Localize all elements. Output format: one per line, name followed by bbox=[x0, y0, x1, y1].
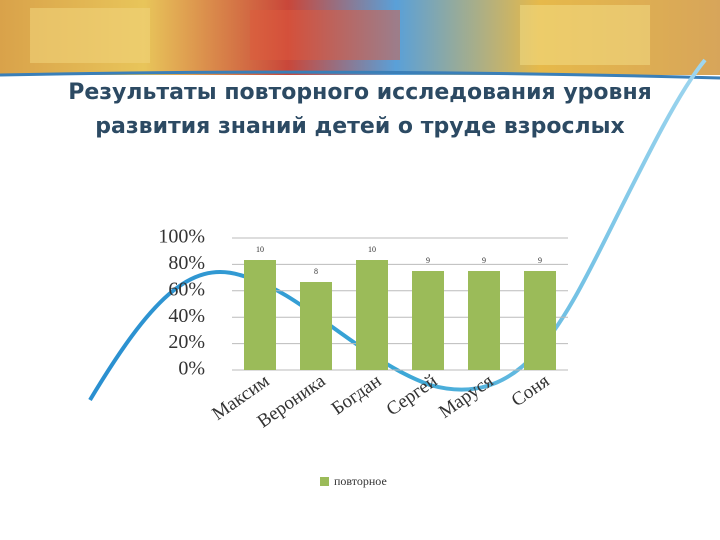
y-tick-label: 40% bbox=[168, 305, 205, 327]
data-label: 9 bbox=[482, 256, 486, 265]
header-photo-detail bbox=[30, 8, 150, 63]
y-tick-label: 80% bbox=[168, 252, 205, 274]
y-tick-label: 20% bbox=[168, 331, 205, 353]
x-tick-label: Соня bbox=[508, 370, 554, 411]
legend-swatch bbox=[320, 477, 329, 486]
chart-title: Результаты повторного исследования уровн… bbox=[68, 80, 652, 139]
data-label: 10 bbox=[368, 245, 376, 254]
y-tick-label: 0% bbox=[178, 358, 205, 380]
bar bbox=[524, 271, 556, 370]
data-label: 8 bbox=[314, 267, 318, 276]
legend-label: повторное bbox=[334, 474, 387, 488]
data-label: 9 bbox=[426, 256, 430, 265]
data-label: 10 bbox=[256, 245, 264, 254]
x-tick-label: Маруся bbox=[435, 370, 497, 422]
bar bbox=[468, 271, 500, 370]
header-photo-detail bbox=[250, 10, 400, 60]
data-label: 9 bbox=[538, 256, 542, 265]
bar bbox=[356, 260, 388, 370]
decor-curve bbox=[88, 58, 707, 402]
decor-line bbox=[0, 70, 720, 80]
y-tick-label: 100% bbox=[158, 226, 205, 248]
y-tick-label: 60% bbox=[168, 278, 205, 300]
header-photo-detail bbox=[520, 5, 650, 65]
bar bbox=[300, 282, 332, 370]
bar bbox=[244, 260, 276, 370]
bar bbox=[412, 271, 444, 370]
x-tick-label: Богдан bbox=[328, 370, 386, 419]
